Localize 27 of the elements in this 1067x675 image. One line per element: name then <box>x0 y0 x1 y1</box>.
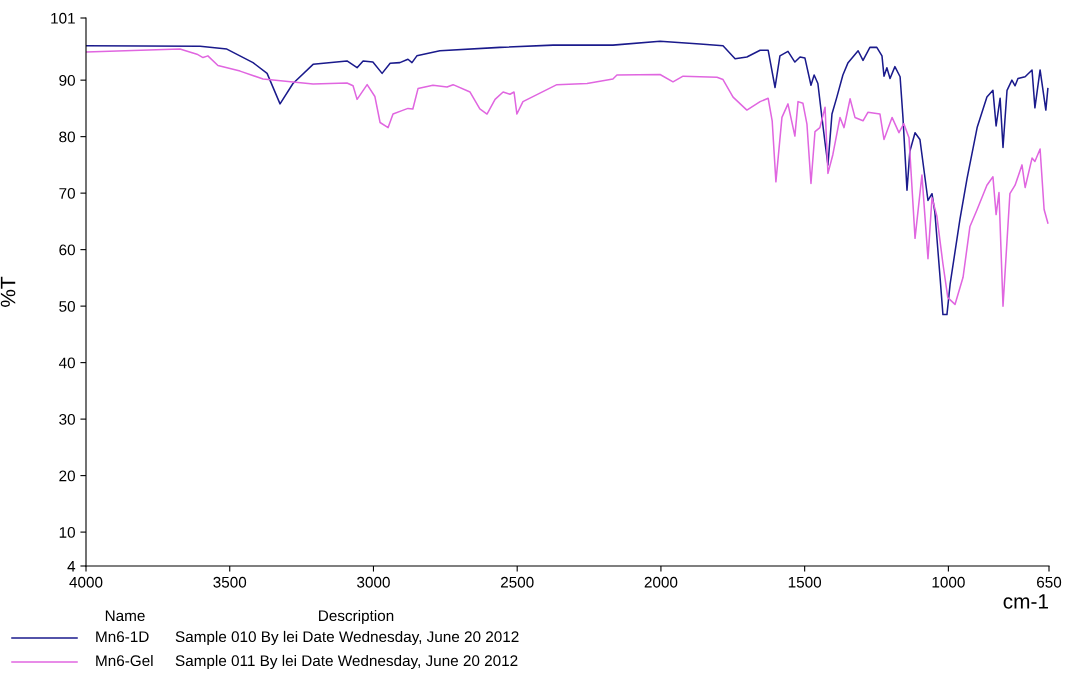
y-tick-label: 20 <box>59 470 75 482</box>
x-axis-title: cm-1 <box>1003 594 1048 609</box>
y-tick-label: 90 <box>59 75 75 86</box>
legend-label: Mn6-Gel <box>96 654 153 667</box>
x-tick-label: 2000 <box>644 576 678 588</box>
y-tick-label: 101 <box>51 12 75 24</box>
y-tick-label: 10 <box>59 526 75 538</box>
x-tick-label: 3000 <box>357 576 390 588</box>
legend-label: Mn6-1D <box>96 631 149 643</box>
y-tick-label: 40 <box>58 357 75 369</box>
x-tick-label: 1500 <box>788 576 822 588</box>
x-tick-label: 2500 <box>500 576 534 588</box>
y-tick-label: 80 <box>59 131 75 143</box>
x-tick-label: 3500 <box>213 576 247 588</box>
y-tick-label: 60 <box>59 244 75 256</box>
y-axis-title: %T <box>0 276 16 307</box>
y-tick-label: 50 <box>59 300 75 312</box>
x-tick-label: 1000 <box>932 576 965 588</box>
text: Sample 011 By lei Date Wednesday, June 20 2012 <box>175 654 518 670</box>
x-tick-label: 4000 <box>69 576 103 588</box>
legend-title: Name <box>105 610 145 622</box>
text: Description <box>319 609 394 625</box>
y-tick-label: 30 <box>59 413 75 425</box>
y-tick-label: 4 <box>67 561 76 572</box>
x-tick-label: 650 <box>1037 576 1062 588</box>
text: Sample 010 By lei Date Wednesday, June 20 2012 <box>175 630 519 646</box>
y-tick-label: 70 <box>59 188 75 199</box>
